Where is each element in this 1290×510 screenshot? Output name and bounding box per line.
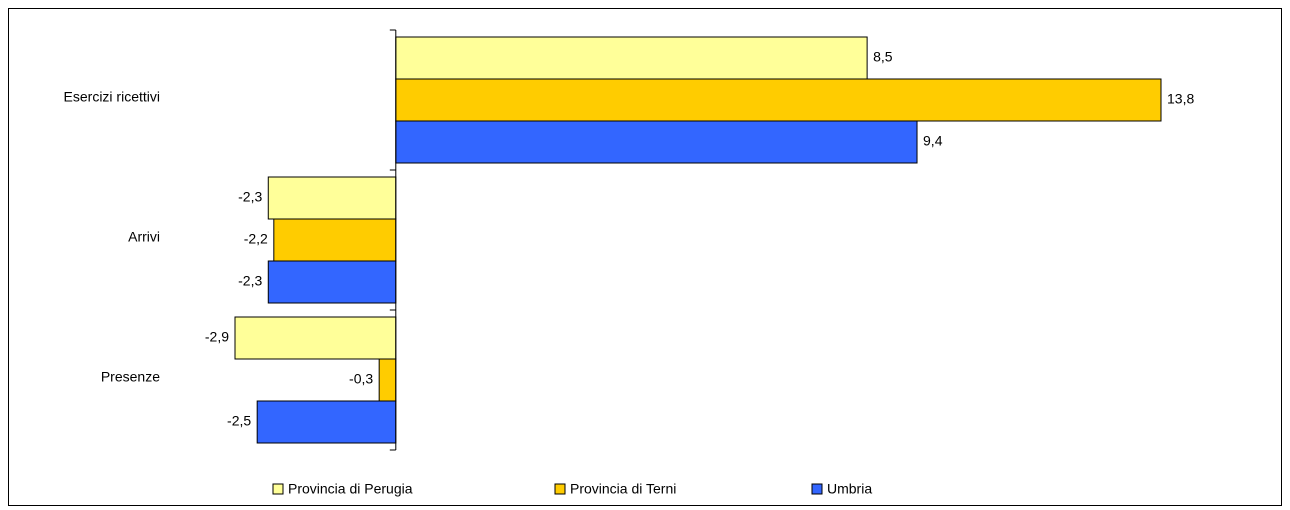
value-label: -2,9 — [205, 329, 229, 345]
value-label: 9,4 — [923, 133, 943, 149]
legend-swatch — [272, 483, 284, 495]
category-label: Presenze — [101, 369, 160, 385]
bar — [267, 176, 397, 220]
value-label: -0,3 — [349, 371, 373, 387]
value-label: -2,3 — [238, 189, 262, 205]
value-label: -2,3 — [238, 273, 262, 289]
value-label: -2,2 — [244, 231, 268, 247]
value-label: 13,8 — [1167, 91, 1194, 107]
bar — [395, 120, 918, 164]
category-label: Arrivi — [128, 229, 160, 245]
bar — [256, 400, 397, 444]
value-label: 8,5 — [873, 49, 893, 65]
legend-label: Provincia di Perugia — [288, 481, 413, 497]
category-label: Esercizi ricettivi — [64, 89, 160, 105]
legend-label: Umbria — [827, 481, 872, 497]
legend-swatch — [811, 483, 823, 495]
bar — [267, 260, 397, 304]
bar — [395, 36, 868, 80]
value-label: -2,5 — [227, 413, 251, 429]
legend-label: Provincia di Terni — [570, 481, 676, 497]
bar — [273, 218, 397, 262]
bar — [378, 358, 397, 402]
legend-swatch — [554, 483, 566, 495]
bar — [395, 78, 1162, 122]
bar — [234, 316, 397, 360]
